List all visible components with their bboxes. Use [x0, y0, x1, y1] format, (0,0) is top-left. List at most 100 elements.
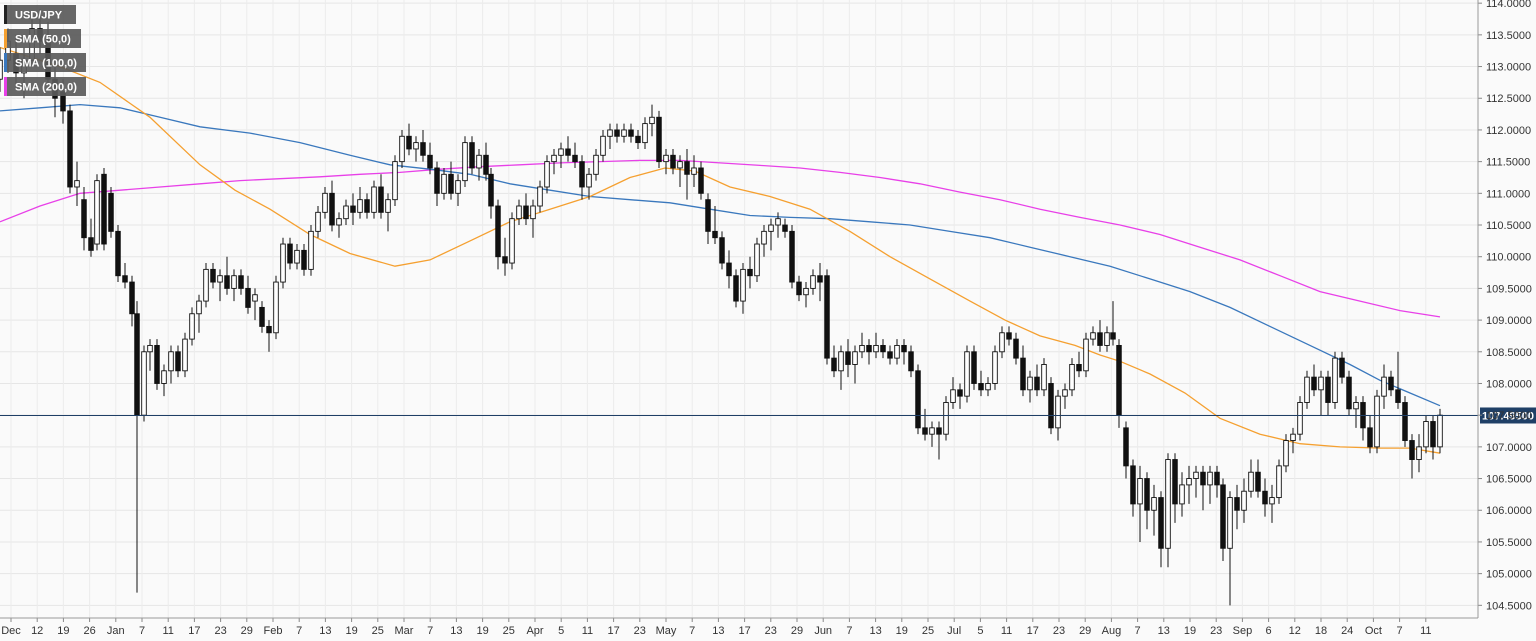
candle: [509, 212, 515, 270]
candle: [1130, 459, 1136, 517]
candle: [88, 218, 94, 257]
candle: [1409, 434, 1415, 479]
legend-label: SMA (200,0): [15, 82, 77, 94]
candle: [712, 206, 718, 245]
x-tick-label: 7: [139, 625, 145, 637]
candle-body-down: [922, 427, 928, 435]
candle-body-up: [586, 173, 592, 188]
candle: [1144, 472, 1150, 530]
candle-body-up: [280, 243, 286, 283]
candle: [551, 148, 557, 175]
candle-body-down: [108, 192, 114, 232]
candle: [469, 136, 475, 175]
candle-body-down: [712, 230, 718, 239]
candle: [1006, 326, 1012, 346]
sma-200-line: [0, 159, 1441, 318]
candle-body-up: [1381, 376, 1387, 397]
candle-body-up: [873, 344, 879, 353]
candle-body-up: [768, 224, 774, 232]
candle-body-down: [796, 281, 802, 296]
candle: [817, 263, 823, 302]
candle: [168, 345, 174, 384]
candle-body-down: [420, 142, 426, 156]
candle-body-up: [530, 205, 536, 220]
x-tick-label: Jun: [814, 625, 832, 637]
price-line-layer: 107.49500: [0, 407, 1536, 424]
candle-body-down: [469, 142, 475, 169]
candle: [992, 345, 998, 390]
x-tick-label: 19: [1184, 625, 1196, 637]
candle: [565, 136, 571, 162]
candle: [108, 186, 114, 238]
candle-body-up: [308, 230, 314, 270]
candle-body-up: [677, 161, 683, 169]
candle: [845, 339, 851, 378]
candle: [810, 269, 816, 295]
candle: [287, 237, 293, 270]
candle-body-up: [1069, 364, 1075, 391]
candle-body-up: [761, 230, 767, 245]
candle-body-down: [1325, 376, 1331, 403]
candle: [677, 155, 683, 187]
candle-body-down: [238, 275, 244, 289]
legend-box: [4, 29, 81, 48]
y-tick-label: 104.5000: [1486, 600, 1532, 612]
y-tick-label: 111.0000: [1486, 188, 1530, 200]
candle-body-up: [1318, 376, 1324, 391]
candle-body-up: [1290, 433, 1296, 441]
candle: [1346, 370, 1352, 416]
candle-body-down: [1311, 376, 1317, 391]
candle: [420, 129, 426, 162]
candle-body-up: [740, 268, 746, 302]
x-tick-label: 25: [503, 625, 515, 637]
candle-body-up: [649, 116, 655, 125]
candle-body-down: [1402, 402, 1408, 441]
candle-body-up: [371, 186, 377, 213]
candle: [656, 110, 662, 168]
candle: [495, 199, 501, 270]
candle-body-down: [1234, 497, 1240, 511]
x-tick-label: 24: [1341, 625, 1353, 637]
candle-body-down: [908, 351, 914, 372]
candle-body-up: [691, 167, 697, 175]
x-tick-label: 17: [1027, 625, 1039, 637]
candle-body-down: [1110, 332, 1116, 340]
candle: [831, 345, 837, 378]
candle-body-down: [957, 389, 963, 397]
x-tick-label: Mar: [395, 625, 414, 637]
sma200-layer: [0, 159, 1441, 318]
y-tick-label: 108.0000: [1486, 378, 1532, 390]
candle: [747, 256, 753, 289]
candle-body-up: [74, 180, 80, 188]
candle: [280, 237, 286, 289]
candle-body-up: [558, 148, 564, 156]
candle: [81, 186, 87, 251]
candle-body-up: [999, 332, 1005, 353]
y-tick-label: 106.0000: [1486, 505, 1532, 517]
candle-body-up: [1276, 465, 1282, 499]
candle-body-down: [364, 199, 370, 213]
candle-body-up: [399, 135, 405, 163]
candle: [1297, 396, 1303, 441]
candle-body-down: [726, 262, 732, 277]
candle: [887, 345, 893, 365]
candle-body-down: [1409, 440, 1415, 460]
candle: [978, 370, 984, 397]
x-tick-label: 13: [869, 625, 881, 637]
candle: [691, 155, 697, 187]
candle-body-up: [161, 370, 167, 384]
x-tick-label: May: [656, 625, 677, 637]
candle: [1083, 332, 1089, 378]
candle: [761, 225, 767, 257]
y-tick-label: 109.0000: [1486, 315, 1532, 327]
candle: [196, 294, 202, 333]
x-tick-label: 19: [57, 625, 69, 637]
candle: [245, 275, 251, 314]
x-tick-label: 25: [372, 625, 384, 637]
candle: [455, 174, 461, 206]
legend-swatch: [4, 5, 7, 24]
x-tick-label: 13: [450, 625, 462, 637]
candle-body-down: [259, 306, 265, 327]
candle-body-down: [406, 135, 412, 150]
candle: [1325, 370, 1331, 416]
